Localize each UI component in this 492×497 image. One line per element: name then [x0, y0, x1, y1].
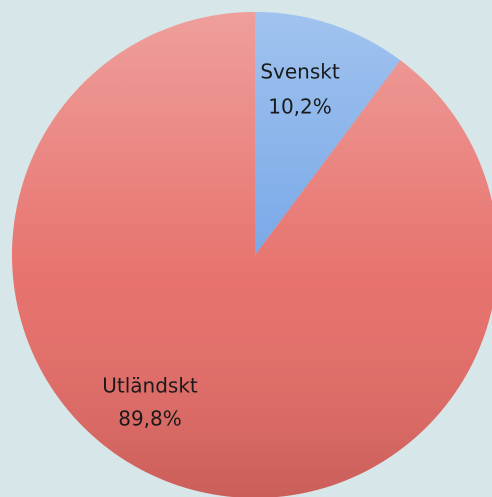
- slice-label: Utländskt: [102, 374, 198, 398]
- slice-label: Svenskt: [260, 60, 340, 84]
- slice-value-label: 89,8%: [118, 407, 182, 431]
- slice-shading: [12, 12, 492, 497]
- slice-value-label: 10,2%: [268, 95, 332, 119]
- slices: [12, 12, 492, 497]
- labels: Svenskt 10,2% Utländskt 89,8%: [102, 60, 340, 431]
- slice-shading: [255, 12, 401, 255]
